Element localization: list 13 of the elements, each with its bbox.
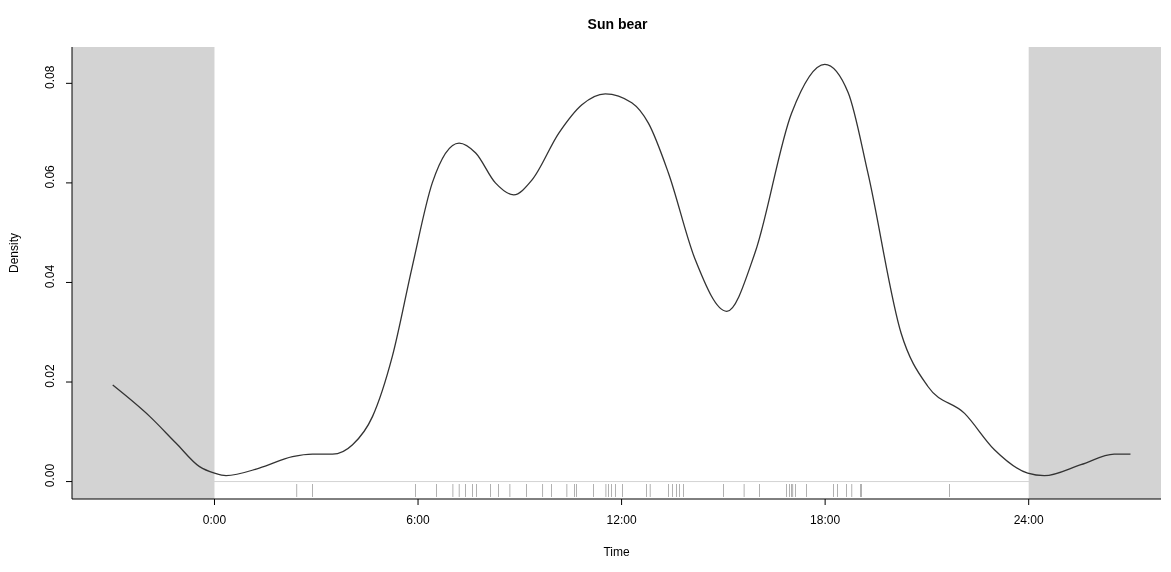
chart-title: Sun bear bbox=[586, 16, 649, 32]
y-tick-label: 0.02 bbox=[43, 364, 57, 388]
y-tick-label: 0.00 bbox=[43, 463, 57, 488]
x-tick-label: 24:00 bbox=[1013, 512, 1045, 527]
y-axis-title: Density bbox=[7, 232, 22, 273]
y-tick-label: 0.04 bbox=[43, 264, 57, 289]
x-tick-label: 0:00 bbox=[202, 512, 227, 527]
x-tick-label: 6:00 bbox=[406, 512, 431, 527]
x-tick-label: 12:00 bbox=[606, 512, 637, 527]
y-tick-label: 0.06 bbox=[43, 164, 57, 189]
x-tick-label: 18:00 bbox=[810, 512, 841, 527]
x-axis-title: Time bbox=[603, 545, 630, 559]
y-tick-label: 0.08 bbox=[43, 65, 57, 90]
